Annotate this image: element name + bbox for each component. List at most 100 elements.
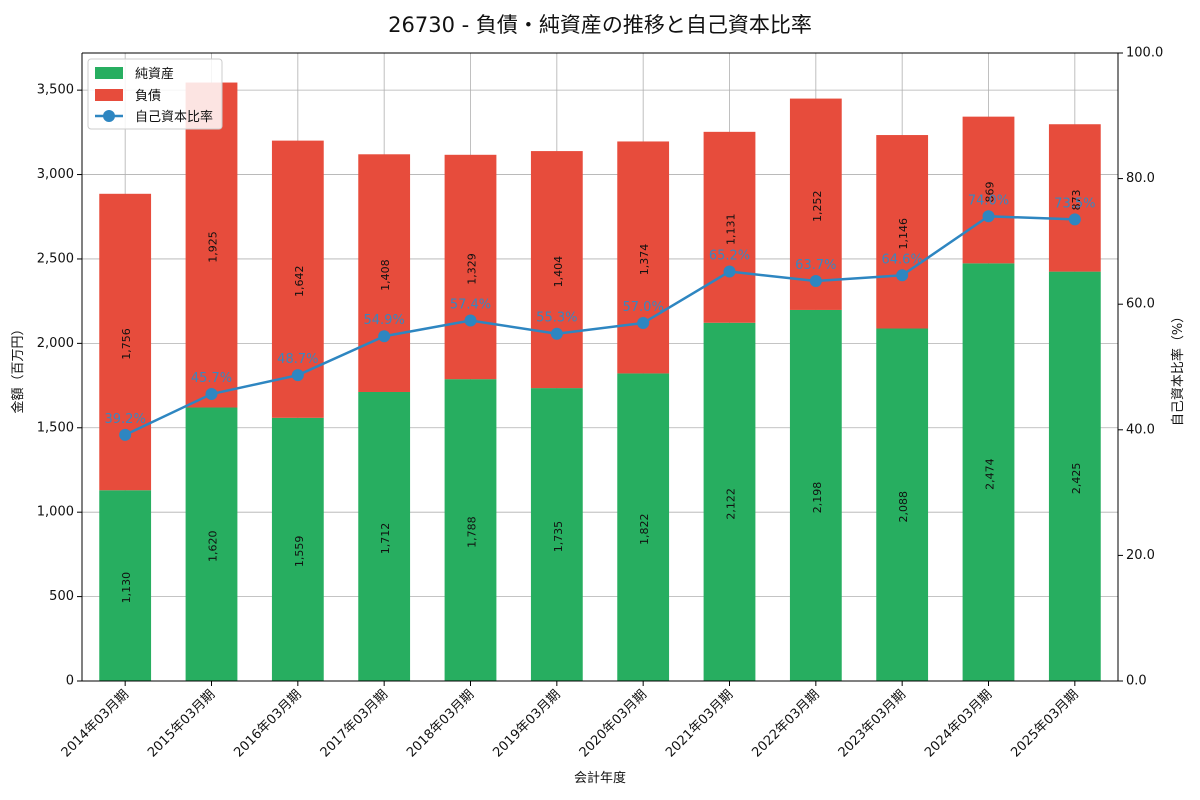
x-axis-label: 会計年度	[574, 770, 626, 786]
bar-label-net-assets: 2,198	[811, 482, 824, 513]
bar-label-liabilities: 1,925	[207, 231, 220, 263]
y-tick-label-left: 3,000	[37, 167, 74, 182]
x-tick-label: 2018年03月期	[404, 687, 477, 760]
bar-liabilities	[789, 98, 842, 310]
bar-label-net-assets: 1,788	[466, 516, 479, 548]
y-tick-label-right: 40.0	[1126, 422, 1155, 437]
y-tick-label-left: 1,500	[37, 420, 74, 435]
legend-swatch-liabilities	[95, 89, 123, 101]
bar-label-net-assets: 2,088	[897, 491, 910, 523]
y-tick-label-right: 100.0	[1126, 46, 1163, 61]
ratio-label: 55.3%	[536, 311, 577, 326]
ratio-point	[1068, 213, 1081, 226]
bar-label-liabilities: 1,408	[379, 259, 392, 291]
x-tick-label: 2017年03月期	[318, 687, 391, 760]
bar-net-assets	[962, 263, 1015, 681]
x-tick-label: 2021年03月期	[663, 687, 736, 760]
ratio-point	[809, 274, 822, 287]
ratio-point	[291, 369, 304, 382]
bar-liabilities	[444, 154, 497, 380]
bar-liabilities	[617, 141, 670, 374]
bar-liabilities	[530, 151, 583, 389]
bar-label-net-assets: 1,559	[293, 536, 306, 568]
bar-net-assets	[530, 388, 583, 681]
bar-label-liabilities: 1,131	[725, 214, 738, 246]
legend-label-net-assets: 純資産	[135, 66, 174, 82]
bar-liabilities	[185, 82, 238, 408]
bar-net-assets	[876, 328, 929, 681]
bar-liabilities	[1048, 124, 1101, 272]
y-tick-label-left: 2,000	[37, 336, 74, 351]
bar-label-liabilities: 1,146	[897, 218, 910, 250]
x-tick-label: 2014年03月期	[59, 687, 132, 760]
bar-label-liabilities: 1,374	[638, 244, 651, 276]
bar-net-assets	[1048, 271, 1101, 681]
data-labels: 1,130 1,756 1,620 1,925 1,559 1,642 1,712 1,408…	[105, 181, 1096, 603]
bar-label-net-assets: 2,425	[1070, 463, 1083, 495]
ratio-label: 39.2%	[105, 412, 146, 427]
y-axis-label-right: 自己資本比率（%）	[1170, 310, 1186, 426]
ratio-point	[550, 327, 563, 340]
ratio-label: 73.5%	[1054, 196, 1095, 211]
bar-net-assets	[617, 373, 670, 681]
bar-label-net-assets: 1,712	[379, 523, 392, 555]
bar-label-liabilities: 1,404	[552, 256, 565, 288]
y-tick-label-right: 0.0	[1126, 674, 1147, 689]
ratio-point	[464, 314, 477, 327]
ratio-line	[119, 210, 1081, 441]
ratio-label: 74.0%	[968, 193, 1009, 208]
x-tick-label: 2015年03月期	[145, 687, 218, 760]
ratio-point	[982, 210, 995, 223]
ratio-polyline	[124, 215, 1075, 436]
ratio-point	[723, 265, 736, 278]
bar-label-net-assets: 1,735	[552, 521, 565, 553]
y-tick-label-left: 500	[49, 589, 74, 604]
bar-label-net-assets: 1,130	[120, 572, 133, 604]
ratio-point	[378, 330, 391, 343]
y-tick-label-right: 20.0	[1126, 548, 1155, 563]
bar-net-assets	[358, 391, 411, 681]
bar-label-net-assets: 2,122	[725, 488, 738, 520]
legend-swatch-net-assets	[95, 67, 123, 79]
ratio-label: 54.9%	[364, 313, 405, 328]
bar-label-liabilities: 873	[1070, 189, 1083, 210]
ratio-point	[205, 388, 218, 401]
bar-label-liabilities: 1,252	[811, 191, 824, 223]
x-tick-label: 2020年03月期	[577, 687, 650, 760]
bar-label-net-assets: 1,620	[207, 531, 220, 563]
ratio-point	[637, 317, 650, 330]
bars	[99, 82, 1101, 681]
ratio-label: 63.7%	[795, 258, 836, 273]
bar-net-assets	[271, 417, 324, 681]
y-tick-label-left: 0	[66, 674, 74, 689]
x-tick-label: 2016年03月期	[231, 687, 304, 760]
x-tick-label: 2024年03月期	[922, 687, 995, 760]
bar-label-liabilities: 1,329	[466, 253, 479, 285]
bar-liabilities	[703, 131, 756, 323]
bar-label-liabilities: 1,642	[293, 265, 306, 297]
bar-label-net-assets: 1,822	[638, 513, 651, 545]
y-tick-label-right: 80.0	[1126, 171, 1155, 186]
chart-title: 26730 - 負債・純資産の推移と自己資本比率	[388, 13, 812, 37]
legend-label-ratio: 自己資本比率	[135, 109, 213, 125]
bar-label-liabilities: 869	[984, 181, 997, 202]
bar-net-assets	[185, 407, 238, 681]
x-tick-label: 2019年03月期	[490, 687, 563, 760]
ratio-label: 57.0%	[623, 300, 664, 315]
y-tick-label-right: 60.0	[1126, 297, 1155, 312]
x-tick-label: 2025年03月期	[1008, 687, 1081, 760]
ratio-point	[119, 428, 132, 441]
ratio-label: 57.4%	[450, 298, 491, 313]
y-tick-label-left: 2,500	[37, 251, 74, 266]
bar-net-assets	[789, 309, 842, 681]
bar-liabilities	[99, 193, 152, 491]
legend-marker-ratio	[103, 110, 115, 122]
y-tick-label-left: 1,000	[37, 505, 74, 520]
ratio-label: 65.2%	[709, 249, 750, 264]
bar-net-assets	[99, 490, 152, 681]
bar-liabilities	[876, 135, 929, 329]
ratio-point	[896, 269, 909, 282]
